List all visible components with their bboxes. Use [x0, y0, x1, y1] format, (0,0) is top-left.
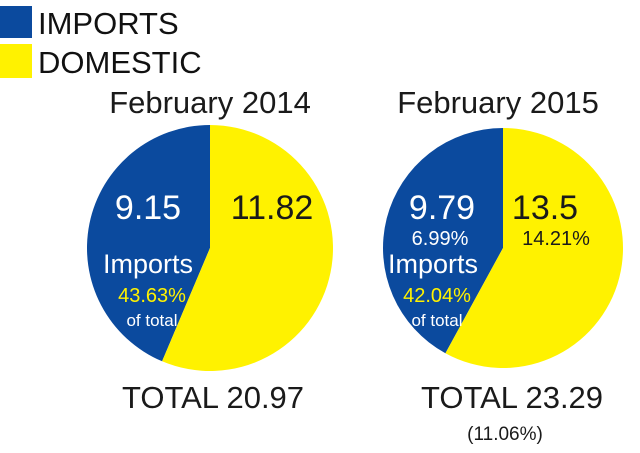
imports-label-2015: Imports	[388, 249, 478, 279]
total-growth-2015: (11.06%)	[467, 424, 543, 445]
pie-slice-imports-2015	[383, 128, 503, 354]
legend-swatch-domestic	[0, 44, 32, 78]
legend-label-domestic: DOMESTIC	[38, 45, 202, 80]
pie-2015: February 2015 9.79 13.5 6.99% 14.21% Imp…	[383, 85, 624, 445]
imports-share-2015: 42.04%	[403, 285, 471, 307]
legend-label-imports: IMPORTS	[38, 6, 179, 41]
imports-share-suffix-2014: of total	[126, 311, 177, 330]
total-label-2015: TOTAL 23.29	[421, 380, 603, 415]
imports-growth-2015: 6.99%	[412, 228, 469, 250]
value-label-imports-2014: 9.15	[115, 189, 181, 227]
legend-swatch-imports	[0, 6, 32, 38]
pie-slice-imports-2014	[86, 125, 210, 362]
value-label-domestic-2014: 11.82	[231, 189, 314, 227]
pie-slice-domestic-2015	[445, 128, 624, 368]
imports-share-suffix-2015: of total	[411, 311, 462, 330]
pie-title-2014: February 2014	[109, 85, 311, 120]
domestic-growth-2015: 14.21%	[522, 228, 590, 250]
imports-label-2014: Imports	[103, 249, 193, 279]
value-label-domestic-2015: 13.5	[512, 189, 578, 227]
legend: IMPORTS DOMESTIC	[0, 6, 202, 80]
pie-2014: February 2014 9.15 11.82 Imports 43.63% …	[86, 85, 333, 415]
total-label-2014: TOTAL 20.97	[122, 380, 304, 415]
value-label-imports-2015: 9.79	[409, 189, 475, 227]
pie-slice-domestic-2014	[162, 125, 333, 371]
pie-title-2015: February 2015	[397, 85, 599, 120]
imports-share-2014: 43.63%	[118, 285, 186, 307]
